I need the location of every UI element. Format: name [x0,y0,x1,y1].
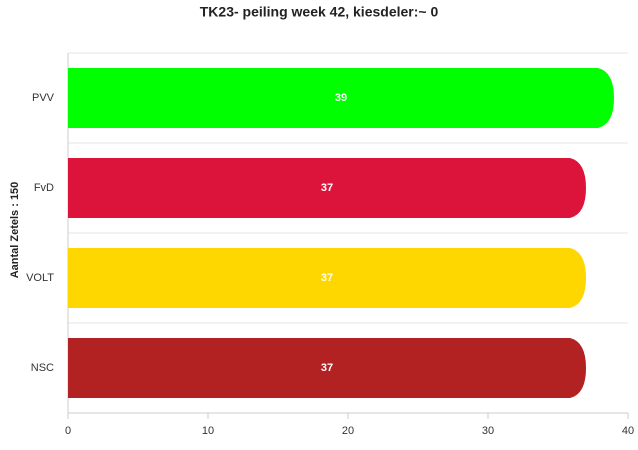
y-tick-label: NSC [31,362,54,374]
bar [68,338,586,398]
y-tick-label: FvD [34,182,54,194]
x-tick-label: 10 [202,425,214,437]
bar [68,158,586,218]
chart-title: TK23- peiling week 42, kiesdeler:~ 0 [200,4,439,20]
y-tick-label: PVV [32,92,55,104]
value-label: 37 [321,362,333,374]
x-tick-label: 40 [622,425,634,437]
y-tick-label: VOLT [26,272,54,284]
x-tick-label: 30 [482,425,494,437]
x-tick-label: 0 [65,425,71,437]
value-label: 37 [321,182,333,194]
y-axis-label: Aantal Zetels : 150 [9,182,21,279]
value-label: 37 [321,272,333,284]
x-tick-label: 20 [342,425,354,437]
value-label: 39 [335,92,347,104]
bar [68,68,614,128]
bar [68,248,586,308]
